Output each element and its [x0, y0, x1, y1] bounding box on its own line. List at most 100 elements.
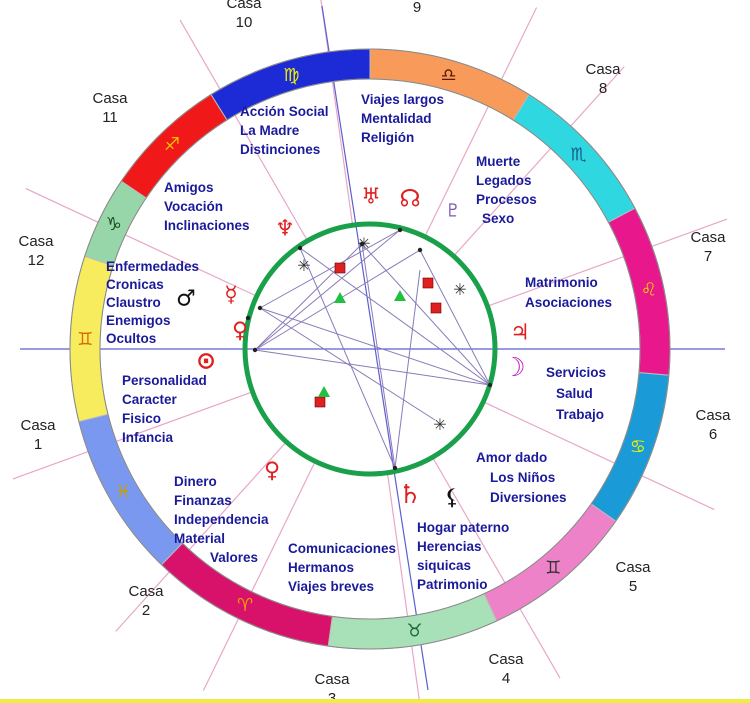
house-cusp-line	[431, 456, 561, 679]
casa-label-7: Casa 7	[690, 229, 726, 265]
bottom-border	[0, 699, 750, 703]
house-meaning-line: Material	[174, 531, 225, 546]
capricorn-icon-2: ♑	[106, 214, 122, 235]
cusp-dot	[257, 305, 263, 311]
house-meaning-line: La Madre	[240, 123, 300, 138]
house-meaning-11: Amigos Vocación Inclinaciones	[164, 180, 250, 233]
house-meaning-line: Religión	[361, 130, 414, 145]
cusp-dot	[359, 241, 365, 247]
house-cusp-line	[483, 401, 715, 511]
casa-label-8: Casa 8	[585, 61, 621, 97]
pisces-icon: ♉	[407, 620, 423, 641]
sagittarius-icon: ♌	[641, 280, 657, 301]
casa-number: 8	[599, 80, 607, 97]
house-cusp-line	[487, 218, 728, 307]
house-meaning-line: Cronicas	[106, 277, 164, 292]
casa-number: 12	[28, 252, 45, 269]
house-meaning-3: Comunicaciones Hermanos Viajes breves	[288, 541, 396, 594]
venus-icon: ♀	[232, 319, 248, 344]
uranus-icon: ♅	[361, 185, 381, 210]
house-meaning-line: Enfermedades	[106, 259, 199, 274]
house-meaning-line: Finanzas	[174, 493, 232, 508]
aspect-line	[299, 247, 396, 469]
cusp-dot	[297, 245, 303, 251]
casa-label-3: Casa 3	[314, 671, 350, 703]
house-meaning-line: Valores	[210, 550, 258, 565]
house-cusp-line	[424, 7, 538, 237]
aspect-line	[419, 249, 491, 386]
casa-label-10: Casa 10	[226, 0, 262, 31]
casa-label-9: 9	[413, 0, 421, 16]
house-meaning-10: Acción Social La Madre Distinciones	[240, 104, 329, 157]
house-meaning-8: Muerte Legados Procesos Sexo	[476, 154, 537, 226]
neptune-icon: ♆	[275, 217, 295, 242]
house-cusp-line	[115, 441, 287, 632]
house-meaning-line: Vocación	[164, 199, 223, 214]
house-meaning-line: Amigos	[164, 180, 214, 195]
house-cusp-line	[25, 187, 257, 297]
casa-number: 6	[709, 426, 717, 443]
house-meaning-9: Viajes largos Mentalidad Religión	[361, 92, 444, 145]
house-meaning-5: Amor dado Los Niños Diversiones	[476, 450, 567, 505]
house-meaning-line: Viajes largos	[361, 92, 444, 107]
square-marker	[422, 277, 434, 289]
casa-label-2: Casa 2	[128, 583, 164, 619]
taurus-icon: ♓	[115, 482, 131, 503]
house-meaning-line: Hermanos	[288, 560, 354, 575]
jupiter-icon: ♃	[510, 321, 530, 346]
moon-icon: ☽	[502, 353, 525, 383]
casa-number: 4	[502, 670, 510, 687]
house-meaning-line: Fisico	[122, 411, 161, 426]
house-meaning-4: Hogar paterno Herencias siquicas Patrimonio	[417, 520, 509, 592]
house-meaning-line: Infancia	[122, 430, 174, 445]
aries-icon: ♈	[237, 595, 253, 616]
cusp-dot	[417, 247, 423, 253]
house-cusp-line	[386, 472, 421, 703]
casa-number: 2	[142, 602, 150, 619]
house-meaning-line: Sexo	[482, 211, 514, 226]
aspect-line	[361, 243, 396, 469]
casa-number: 11	[102, 109, 118, 126]
libra-icon: ♎	[440, 65, 456, 86]
house-meaning-line: Personalidad	[122, 373, 207, 388]
triangle-marker	[318, 386, 330, 397]
house-meaning-line: Mentalidad	[361, 111, 432, 126]
house-cusp-line	[453, 66, 625, 257]
house-meaning-line: Patrimonio	[417, 577, 488, 592]
aspect-line	[254, 229, 401, 351]
zodiac-inner-ring	[99, 78, 641, 620]
triangle-marker	[334, 292, 346, 303]
cusp-dot	[392, 465, 398, 471]
house-meaning-line: Hogar paterno	[417, 520, 509, 535]
scorpio-icon: ♏	[570, 145, 586, 166]
house-meaning-line: Inclinaciones	[164, 218, 250, 233]
house-meaning-line: Muerte	[476, 154, 521, 169]
casa-label-12: Casa 12	[18, 233, 54, 269]
square-marker	[314, 396, 326, 408]
cusp-dot	[487, 382, 493, 388]
sun-icon: ⊙	[196, 346, 216, 374]
inner-wheel-circle	[242, 221, 498, 477]
house-meaning-line: Caracter	[122, 392, 178, 407]
house-meaning-line: Dinero	[174, 474, 217, 489]
casa-word: Casa	[488, 651, 524, 668]
zodiac-segment-sagittarius	[607, 207, 671, 376]
house-meaning-line: Asociaciones	[525, 295, 612, 310]
mercury-icon: ☿	[224, 283, 238, 308]
casa-word: Casa	[128, 583, 164, 600]
leo-icon: ♐	[164, 134, 180, 155]
house-meaning-1: Personalidad Caracter Fisico Infancia	[122, 373, 207, 445]
house-meaning-2: Dinero Finanzas Independencia Material Valor…	[174, 474, 269, 565]
aspect-line	[259, 229, 401, 309]
house-meaning-7: Matrimonio Asociaciones	[525, 275, 612, 310]
casa-label-1: Casa 1	[20, 417, 56, 453]
star-marker: ✳	[453, 280, 466, 299]
cusp-dot	[397, 227, 403, 233]
square-marker	[430, 302, 442, 314]
house-meaning-line: Diversiones	[490, 490, 567, 505]
star-marker: ✳	[433, 415, 446, 434]
aspect-line	[361, 243, 491, 386]
venus-icon-2: ♀	[264, 459, 280, 484]
